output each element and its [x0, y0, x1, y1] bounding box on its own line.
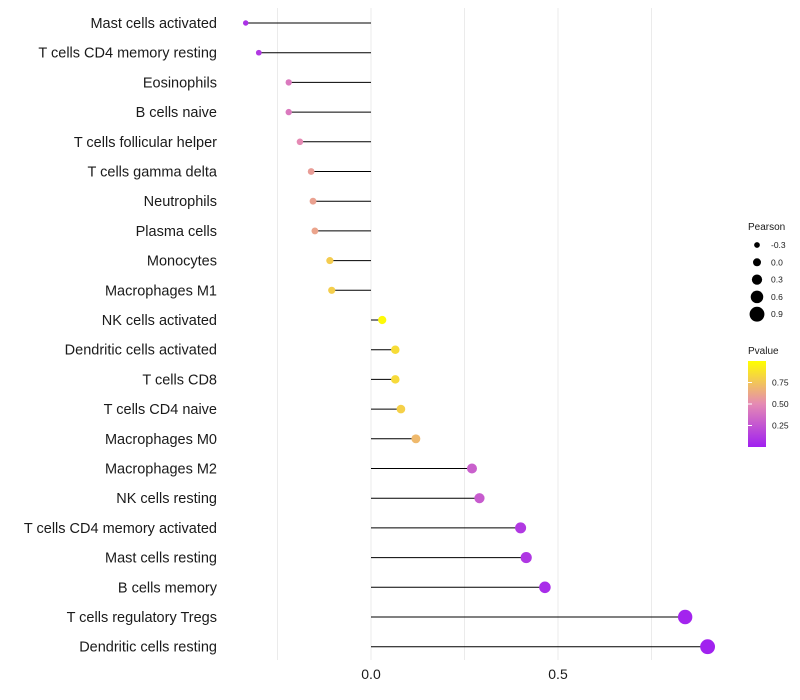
- legend-color-label: 0.25: [772, 421, 789, 431]
- lollipop-point: [391, 375, 400, 384]
- lollipop-point: [255, 49, 262, 56]
- category-label: T cells follicular helper: [74, 135, 217, 151]
- category-label: Neutrophils: [144, 194, 217, 210]
- lollipop-point: [311, 227, 319, 235]
- legend-size-items: -0.3 0.0 0.3 0.6 0.9: [749, 240, 786, 322]
- legend-color-title: Pvalue: [748, 346, 779, 357]
- legend-color-bar: [748, 361, 766, 447]
- legend-size-label: 0.6: [771, 292, 783, 302]
- lollipop-point: [700, 639, 716, 655]
- lollipop-point: [307, 168, 315, 175]
- lollipop-point: [515, 522, 527, 534]
- lollipop-point: [285, 108, 292, 116]
- category-label: NK cells resting: [116, 491, 217, 507]
- category-label: Mast cells resting: [105, 551, 217, 567]
- category-label: Monocytes: [147, 254, 217, 270]
- lollipop-point: [285, 79, 292, 86]
- legend-size-label: 0.9: [771, 309, 783, 319]
- lollipop-point: [466, 463, 478, 474]
- grid-lines: [277, 8, 652, 660]
- category-label: Dendritic cells activated: [65, 343, 217, 359]
- lollipop-segments: [245, 22, 708, 648]
- legend-size-label: 0.0: [771, 257, 783, 267]
- legend-color-label: 0.75: [772, 378, 789, 388]
- legend: Pearson -0.3 0.0 0.3 0.6 0.9 Pvalue 0.75 0.50…: [748, 222, 789, 447]
- category-label: T cells gamma delta: [88, 165, 218, 181]
- legend-size-dot: [753, 258, 761, 267]
- legend-size-title: Pearson: [748, 222, 785, 233]
- lollipop-point: [474, 493, 485, 504]
- lollipop-point: [411, 434, 421, 444]
- lollipop-point: [326, 257, 334, 265]
- lollipop-point: [520, 552, 532, 564]
- lollipop-point: [309, 197, 317, 205]
- lollipop-point: [396, 404, 406, 414]
- x-tick-label: 0.0: [361, 666, 381, 682]
- category-labels: Mast cells activated T cells CD4 memory r…: [24, 16, 218, 656]
- legend-size-dot: [750, 290, 764, 304]
- category-label: Mast cells activated: [90, 16, 217, 32]
- lollipop-point: [242, 20, 249, 26]
- category-label: T cells CD4 naive: [104, 402, 217, 418]
- x-tick-label: 0.5: [548, 666, 568, 682]
- category-label: NK cells activated: [102, 313, 217, 329]
- lollipop-point: [328, 286, 336, 294]
- category-label: Macrophages M0: [105, 432, 217, 448]
- legend-color-ticks: 0.75 0.50 0.25: [748, 378, 789, 431]
- legend-size-dot: [754, 242, 760, 248]
- category-label: T cells regulatory Tregs: [67, 610, 217, 626]
- category-label: Dendritic cells resting: [79, 640, 217, 656]
- category-label: T cells CD4 memory resting: [38, 46, 217, 62]
- legend-size-label: -0.3: [771, 240, 786, 250]
- legend-size-label: 0.3: [771, 275, 783, 285]
- lollipop-point: [296, 138, 304, 146]
- lollipop-points: [242, 20, 716, 655]
- x-axis-ticks: 0.0 0.5: [361, 666, 568, 682]
- category-label: B cells naive: [136, 105, 217, 121]
- category-label: Eosinophils: [143, 75, 217, 91]
- category-label: Macrophages M2: [105, 462, 217, 478]
- category-label: Macrophages M1: [105, 283, 217, 299]
- category-label: B cells memory: [118, 580, 218, 596]
- legend-size-dot: [749, 306, 765, 322]
- lollipop-point: [677, 609, 693, 625]
- lollipop-point: [378, 315, 387, 325]
- category-label: T cells CD8: [142, 372, 217, 388]
- lollipop-point: [391, 345, 400, 354]
- legend-color-label: 0.50: [772, 399, 789, 409]
- lollipop-point: [539, 581, 551, 594]
- legend-size-dot: [751, 274, 763, 285]
- category-label: T cells CD4 memory activated: [24, 521, 217, 537]
- category-label: Plasma cells: [136, 224, 217, 240]
